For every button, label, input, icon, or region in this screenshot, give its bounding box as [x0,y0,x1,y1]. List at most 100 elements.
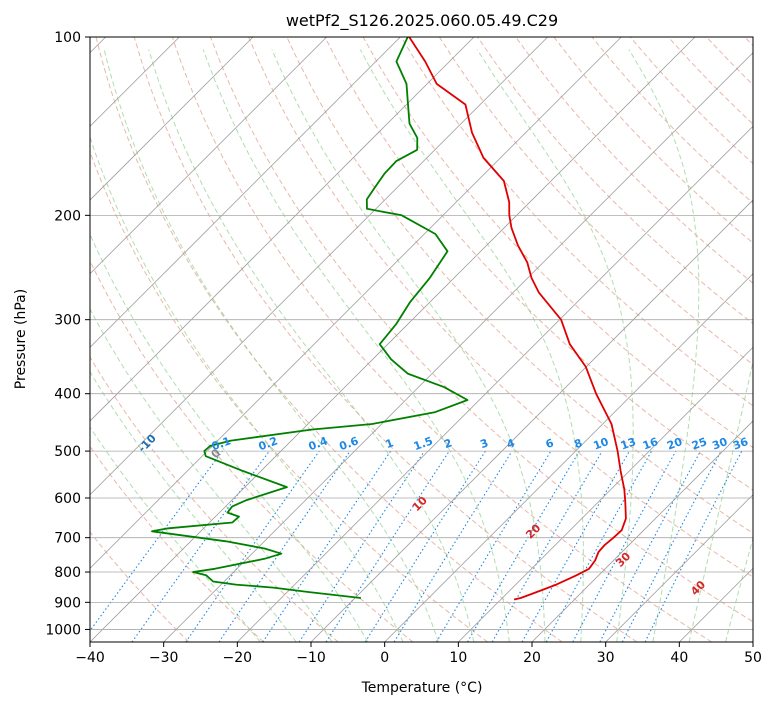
mixing-ratio-line [621,450,722,642]
mixing-ratio-line [435,450,552,642]
moist-adiabat-label: 30 [613,549,633,569]
isotherm-line [90,37,696,642]
temperature-line [408,37,627,601]
mixing-ratio-label: 2 [442,436,454,451]
mixing-ratio-line [572,450,677,642]
y-tick-label: 800 [54,565,81,581]
isotherm-line [90,37,475,422]
mixing-ratio-line [644,450,743,642]
mixing-ratio-label: 0.6 [338,434,361,453]
x-tick-label: 10 [449,650,467,666]
dry-adiabat-line [248,37,753,578]
dry-adiabat-line [210,37,753,623]
dry-adiabat-line [744,37,753,47]
x-tick-label: 50 [744,650,762,666]
moist-adiabat-label: 20 [523,521,543,541]
moist-adiabat-label: 40 [688,578,708,598]
moist-adiabat-line [90,370,297,642]
mixing-ratio-label: 20 [665,435,684,453]
isotherm-line [605,494,753,642]
dry-adiabat-line [90,259,414,642]
y-tick-label: 900 [54,595,81,611]
plot-frame [89,36,754,643]
dry-adiabat-line [171,37,712,642]
background-lines [90,37,775,642]
line-labels: -100-90-80-70-60-50-40-30-20-10010203040… [0,386,751,599]
moist-adiabat-line [628,49,700,642]
mixing-ratio-label: 6 [544,436,556,451]
isotherm-line [310,199,753,642]
mixing-ratio-label: 30 [710,435,729,453]
y-tick-label: 500 [54,444,81,460]
mixing-ratio-line [521,450,630,642]
dry-adiabat-line [553,37,753,244]
dry-adiabat-line [324,37,753,491]
isotherm-line [679,567,753,642]
y-tick-label: 300 [54,313,81,329]
isotherm-line [90,37,548,496]
dry-adiabat-line [477,37,753,325]
dry-adiabat-line [591,37,753,204]
dry-adiabat-line [667,37,753,125]
mixing-ratio-label: 16 [641,435,660,453]
chart-title: wetPf2_S126.2025.060.05.49.C29 [286,11,558,31]
moist-adiabat-line [90,426,261,642]
y-tick-label: 600 [54,491,81,507]
moist-adiabat-line [688,358,753,642]
mixing-ratio-label: 1.5 [412,434,435,453]
isotherm-line [90,37,401,348]
mixing-ratio-line [131,450,270,642]
y-axis-label: Pressure (hPa) [13,289,29,389]
isotherm-line [163,52,753,642]
moist-adiabat-line [103,49,439,642]
dry-adiabat-line [438,37,753,366]
x-tick-label: −10 [296,650,326,666]
dry-adiabat-line [400,37,753,407]
x-tick-label: −30 [149,650,179,666]
moist-adiabat-line [725,536,753,642]
mixing-ratio-line [298,450,425,642]
dry-adiabat-line [90,150,488,642]
mixing-ratio-line [599,450,701,642]
mixing-ratio-line [185,450,320,642]
dry-adiabat-label: -30 [0,386,12,409]
mixing-ratio-line [218,450,351,642]
isotherm-line [384,273,753,642]
mixing-ratio-line [393,450,513,642]
dry-adiabat-line [515,37,753,284]
x-tick-label: 0 [380,650,389,666]
dry-adiabat-label: -20 [65,415,88,438]
dry-adiabat-line [90,445,264,642]
moist-adiabat-line [359,49,584,642]
mixing-ratio-line [545,450,653,642]
dry-adiabat-label: -10 [136,432,159,455]
isotherm-line [90,37,254,201]
mixing-ratio-line [262,450,392,642]
y-tick-label: 100 [54,30,81,46]
mixing-ratio-line [90,450,223,632]
mixing-ratio-label: 8 [572,436,584,451]
isotherm-line [531,420,753,642]
y-tick-label: 400 [54,387,81,403]
x-axis-label: Temperature (°C) [361,680,483,696]
moist-adiabat-line [202,49,510,642]
dry-adiabat-line [90,531,190,642]
dry-adiabat-line [706,37,753,86]
y-tick-label: 1000 [45,622,81,638]
isotherm-line [90,37,622,569]
mixing-ratio-label: 3 [478,436,490,451]
moist-adiabat-line [90,308,333,642]
dry-adiabat-line [133,37,638,642]
y-tick-label: 700 [54,531,81,547]
mixing-ratio-label: 10 [592,435,611,453]
moist-adiabat-line [476,49,634,642]
moist-adiabat-line [762,50,775,642]
isotherm-line [458,346,753,642]
moist-adiabat-line [271,49,546,642]
mixing-ratio-line [325,450,450,642]
x-tick-label: 30 [597,650,615,666]
x-tick-label: 40 [670,650,688,666]
dewpoint-line [151,37,469,599]
x-tick-label: 20 [523,650,541,666]
